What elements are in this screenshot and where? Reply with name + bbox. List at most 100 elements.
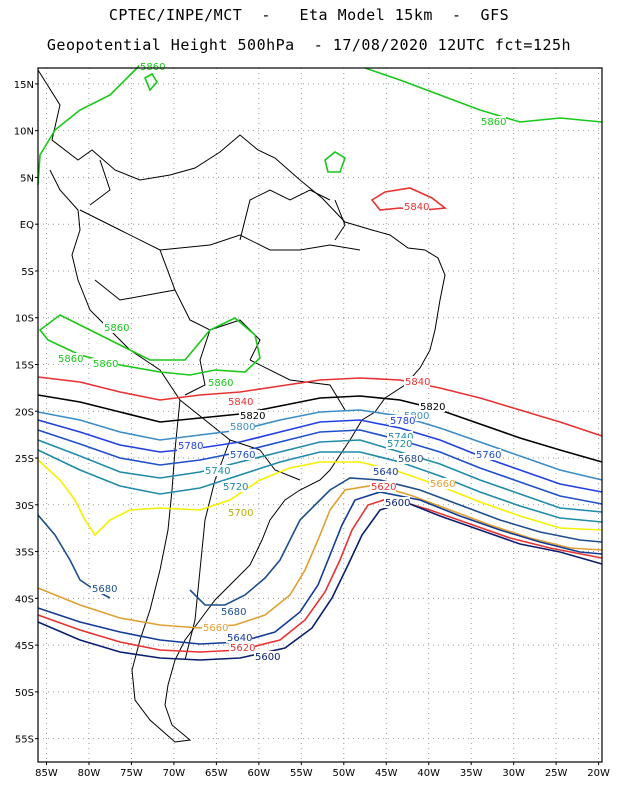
contour-label-bg (389, 415, 415, 426)
contour-label: 5780 (178, 441, 203, 452)
contour-label: 5860 (481, 117, 506, 128)
contour-5720 (37, 449, 603, 523)
contour-5740 (37, 439, 603, 513)
contour-5840 (37, 376, 603, 437)
lon-label: 35W (460, 768, 483, 779)
chart-title: CPTEC/INPE/MCT - Eta Model 15km - GFS (108, 6, 510, 24)
contour-label: 5660 (430, 479, 455, 490)
contour-label: 5740 (205, 466, 230, 477)
lat-label: EQ (20, 220, 34, 231)
contour-label-bg (229, 421, 255, 432)
lat-label: 5N (20, 173, 34, 184)
contour-label-bg (397, 453, 423, 464)
contour-label-bg (202, 622, 228, 633)
lat-label: 15S (15, 360, 34, 371)
lon-label: 20W (587, 768, 610, 779)
lon-label: 50W (332, 768, 355, 779)
contour-label: 5640 (227, 633, 252, 644)
contour-label-bg (204, 465, 230, 476)
lat-label: 20S (15, 407, 34, 418)
contour-label: 5800 (230, 422, 255, 433)
contour-5680 (189, 477, 603, 606)
contour-label-bg (91, 583, 117, 594)
lat-label: 30S (15, 501, 34, 512)
lon-label: 60W (248, 768, 271, 779)
contour-label: 5760 (476, 450, 501, 461)
contour-label: 5820 (240, 411, 265, 422)
lon-label: 65W (205, 768, 228, 779)
contour-label-bg (177, 440, 203, 451)
lon-label: 55W (290, 768, 313, 779)
contour-label: 5860 (58, 354, 83, 365)
contour-label-bg (139, 61, 165, 72)
contour-label: 5820 (420, 402, 445, 413)
lon-label: 85W (35, 768, 58, 779)
contour-label-bg (207, 377, 233, 388)
contour-label-bg (384, 497, 410, 508)
contour-label-bg (404, 376, 430, 387)
contour-label-bg (403, 410, 429, 421)
contour-5820 (37, 394, 603, 463)
contour-label-bg (387, 431, 413, 442)
contour-5760 (37, 429, 603, 505)
contour-label-bg (370, 481, 396, 492)
contour-label: 5620 (371, 482, 396, 493)
contour-5860 (143, 72, 158, 92)
contour-5620 (37, 497, 603, 653)
contour-label: 5600 (385, 498, 410, 509)
contour-label-bg (227, 507, 253, 518)
lat-label: 15N (14, 80, 34, 91)
contour-label-bg (226, 632, 252, 643)
contour-label-bg (372, 466, 398, 477)
contour-label-bg (57, 353, 83, 364)
contour-label: 5780 (390, 416, 415, 427)
lon-label: 45W (375, 768, 398, 779)
contour-label-bg (475, 449, 501, 460)
contour-label: 5660 (203, 623, 228, 634)
chart-subtitle: Geopotential Height 500hPa - 17/08/2020 … (46, 36, 572, 54)
longitude-labels: 85W 80W 75W 70W 65W 60W 55W 50W 45W 40W 35W 30W 25W 2… (35, 762, 610, 779)
contour-label: 5680 (398, 454, 423, 465)
contour-5660 (37, 484, 603, 629)
lon-label: 80W (78, 768, 101, 779)
contour-label-bg (254, 651, 280, 662)
contour-label: 5740 (388, 432, 413, 443)
contour-5600 (37, 501, 603, 661)
contour-label: 5760 (230, 450, 255, 461)
contour-label: 5800 (404, 411, 429, 422)
lon-label: 40W (417, 768, 440, 779)
contour-label-bg (239, 410, 265, 421)
contour-label: 5860 (208, 378, 233, 389)
contour-label: 5860 (93, 359, 118, 370)
contour-5780 (37, 419, 603, 493)
contour-label: 5680 (92, 584, 117, 595)
contour-label: 5840 (404, 202, 429, 213)
lat-label: 5S (21, 267, 34, 278)
contour-5860 (324, 151, 346, 173)
contour-5640 (37, 491, 603, 645)
lat-label: 35S (15, 548, 34, 559)
contour-label: 5600 (255, 652, 280, 663)
contour-label-bg (92, 358, 118, 369)
contour-label-bg (227, 396, 253, 407)
lon-label: 75W (120, 768, 143, 779)
coastline (37, 69, 446, 743)
lat-lon-grid (38, 68, 602, 762)
contour-label: 5700 (228, 508, 253, 519)
contour-label-bg (386, 438, 412, 449)
contour-lines (37, 64, 603, 661)
contour-5860 (364, 67, 603, 123)
contour-5840 (370, 187, 448, 211)
lat-label: 50S (15, 688, 34, 699)
contour-label-bg (222, 481, 248, 492)
contour-5860 (37, 64, 141, 186)
lat-label: 10N (14, 127, 34, 138)
contour-label: 5680 (221, 607, 246, 618)
lat-label: 45S (15, 641, 34, 652)
contour-label: 5720 (387, 439, 412, 450)
contour-5700 (37, 459, 603, 537)
lon-label: 30W (502, 768, 525, 779)
contour-label: 5720 (223, 482, 248, 493)
